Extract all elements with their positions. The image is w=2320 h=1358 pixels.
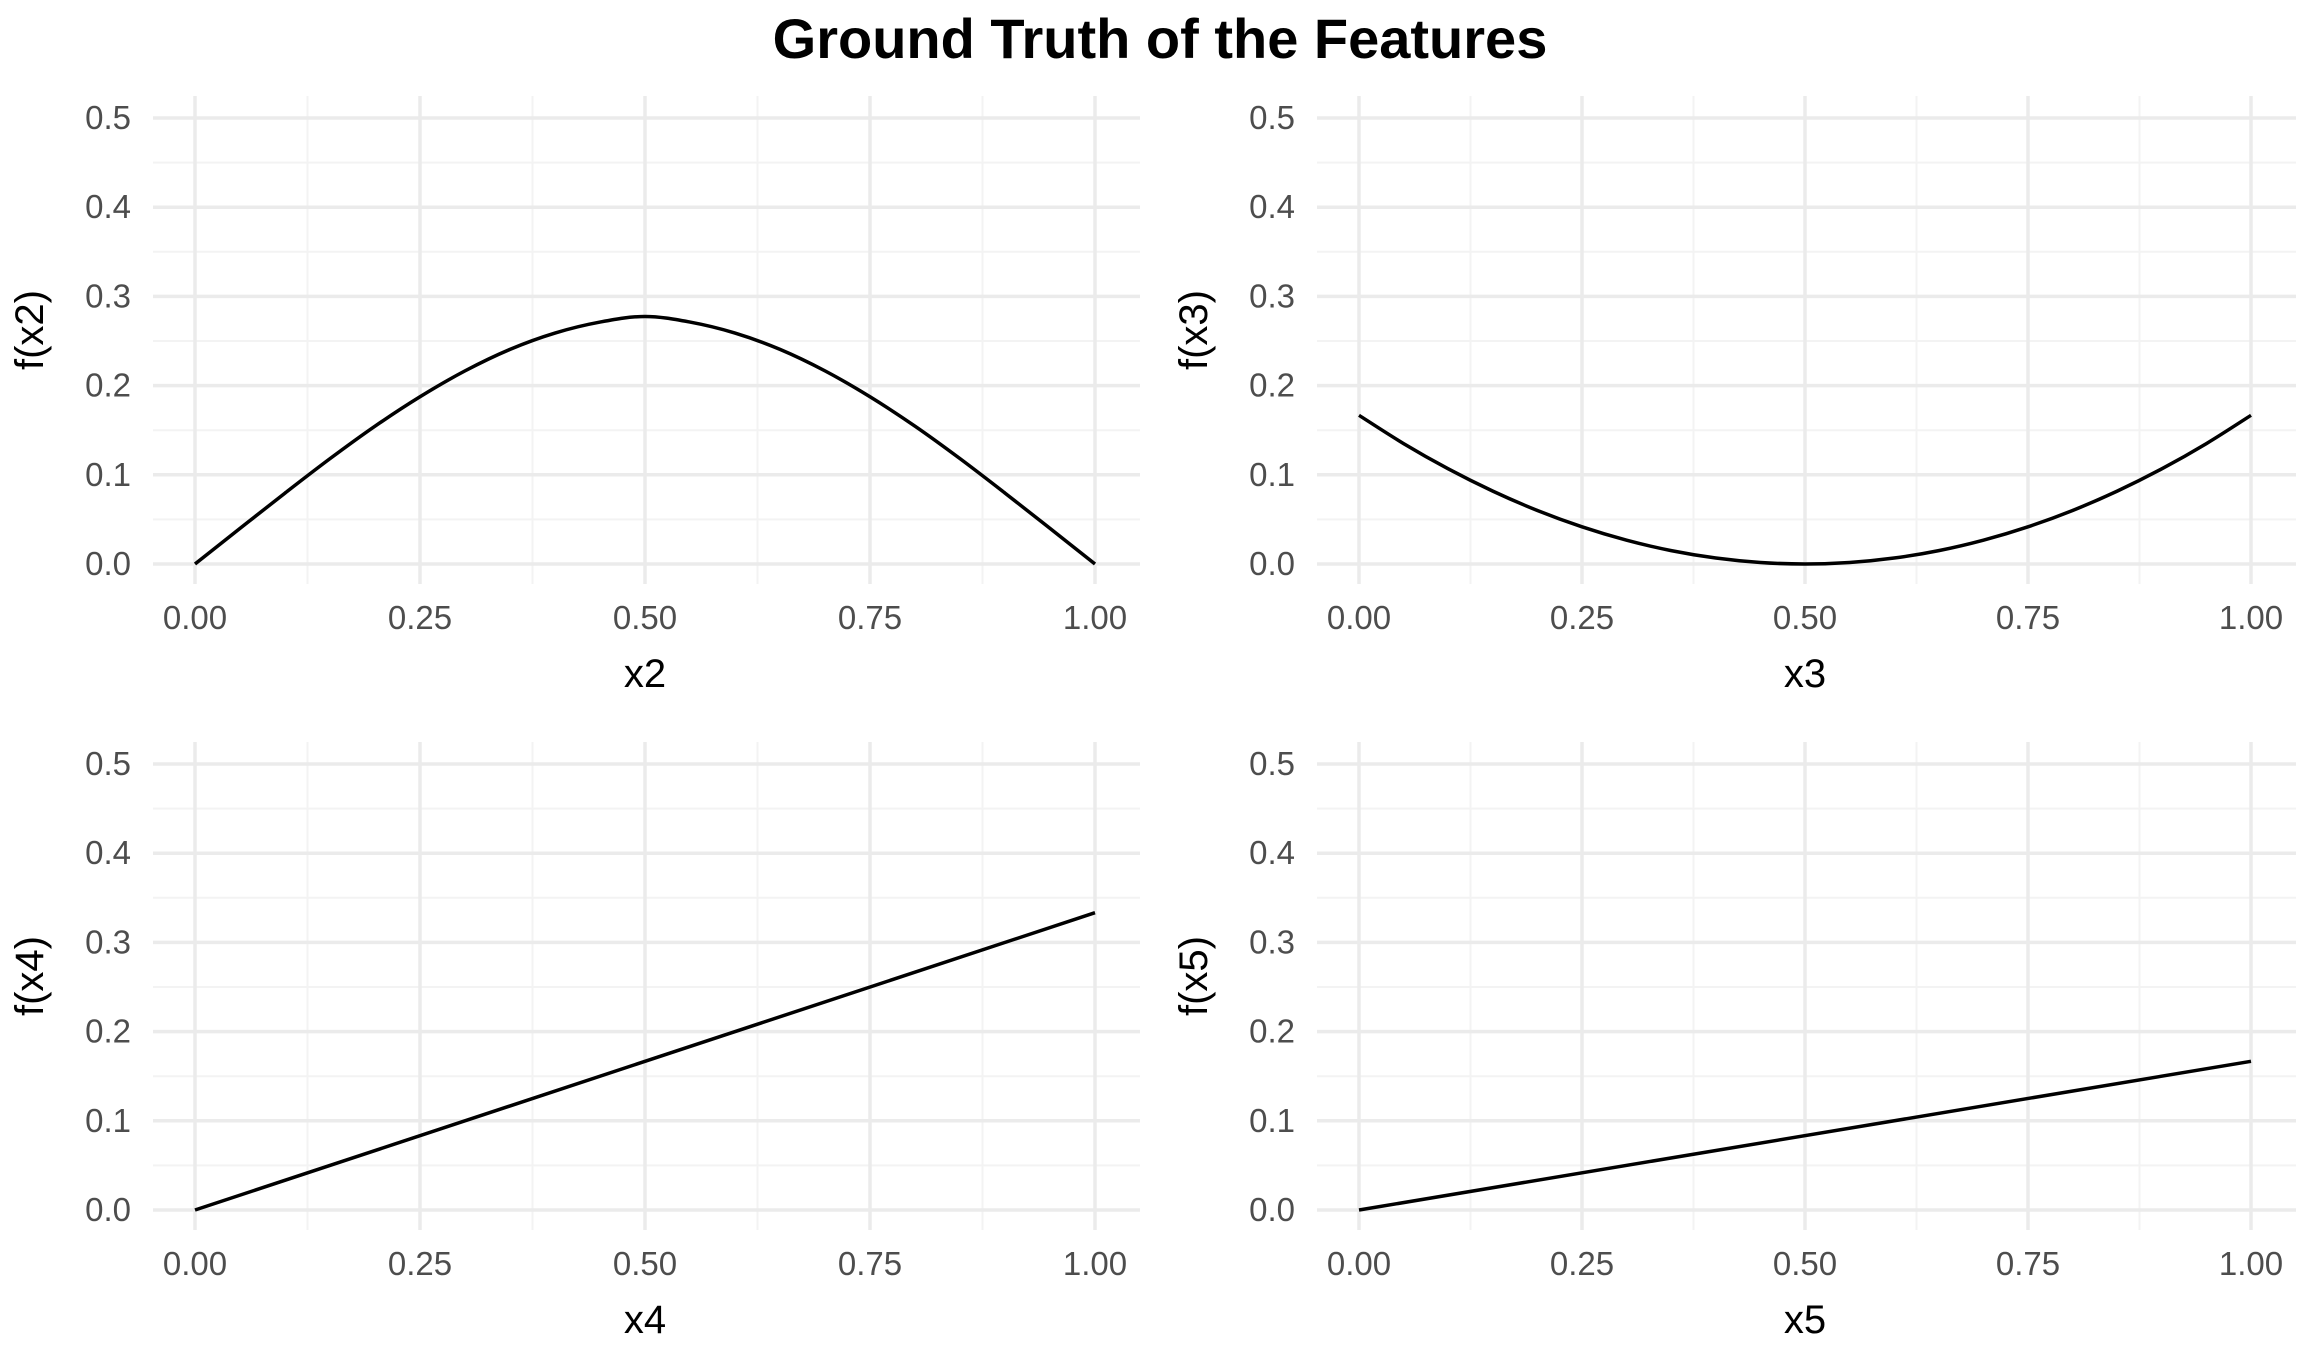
- y-tick-label: 0.0: [85, 545, 131, 582]
- x-axis-title: x2: [624, 652, 666, 696]
- chart-title: Ground Truth of the Features: [772, 7, 1548, 70]
- y-tick-label: 0.0: [1249, 545, 1295, 582]
- x-tick-label: 0.25: [388, 1245, 452, 1282]
- y-axis-title: f(x4): [8, 936, 52, 1016]
- y-tick-label: 0.5: [1249, 99, 1295, 136]
- panel-x4: 0.00 0.25 0.50 0.75 1.00 0.0 0.1 0.2 0.3 0.4 0.5 x4…: [8, 742, 1140, 1342]
- x-tick-label: 0.50: [1773, 1245, 1837, 1282]
- x-tick-label: 0.00: [163, 599, 227, 636]
- x-tick-label: 0.75: [838, 1245, 902, 1282]
- x-tick-label: 0.00: [1327, 599, 1391, 636]
- y-tick-label: 0.1: [1249, 456, 1295, 493]
- x-tick-label: 1.00: [1063, 1245, 1127, 1282]
- y-tick-label: 0.3: [85, 923, 131, 960]
- y-axis-title: f(x2): [8, 290, 52, 370]
- y-tick-label: 0.4: [85, 834, 131, 871]
- x-tick-label: 1.00: [2219, 1245, 2283, 1282]
- x-tick-label: 0.25: [388, 599, 452, 636]
- panel-x2: 0.00 0.25 0.50 0.75 1.00 0.0 0.1 0.2 0.3 0.4 0.5 x2…: [8, 96, 1140, 696]
- y-axis-title: f(x5): [1172, 936, 1216, 1016]
- y-tick-label: 0.5: [1249, 745, 1295, 782]
- panel-x5: 0.00 0.25 0.50 0.75 1.00 0.0 0.1 0.2 0.3 0.4 0.5 x5…: [1172, 742, 2296, 1342]
- y-tick-label: 0.3: [1249, 277, 1295, 314]
- series-line: [1358, 1059, 2252, 1212]
- x-tick-label: 1.00: [1063, 599, 1127, 636]
- series-line: [1358, 413, 2252, 566]
- y-tick-label: 0.4: [1249, 188, 1295, 225]
- x-tick-label: 0.50: [613, 1245, 677, 1282]
- x-tick-label: 0.75: [1996, 599, 2060, 636]
- x-tick-label: 1.00: [2219, 599, 2283, 636]
- y-tick-label: 0.2: [1249, 367, 1295, 404]
- x-axis-title: x5: [1784, 1298, 1826, 1342]
- y-tick-label: 0.1: [85, 456, 131, 493]
- y-tick-label: 0.5: [85, 99, 131, 136]
- x-tick-label: 0.25: [1550, 1245, 1614, 1282]
- x-tick-label: 0.25: [1550, 599, 1614, 636]
- series-line: [193, 314, 1097, 566]
- y-tick-label: 0.0: [1249, 1191, 1295, 1228]
- y-axis-title: f(x3): [1172, 290, 1216, 370]
- y-tick-label: 0.2: [1249, 1013, 1295, 1050]
- y-tick-label: 0.0: [85, 1191, 131, 1228]
- x-tick-label: 0.75: [1996, 1245, 2060, 1282]
- series-line: [194, 911, 1096, 1212]
- y-tick-label: 0.4: [85, 188, 131, 225]
- y-tick-label: 0.3: [1249, 923, 1295, 960]
- x-tick-label: 0.50: [1773, 599, 1837, 636]
- y-tick-label: 0.1: [1249, 1102, 1295, 1139]
- panel-x3: 0.00 0.25 0.50 0.75 1.00 0.0 0.1 0.2 0.3 0.4 0.5 x3…: [1172, 96, 2296, 696]
- x-tick-label: 0.75: [838, 599, 902, 636]
- y-tick-label: 0.4: [1249, 834, 1295, 871]
- y-tick-label: 0.2: [85, 1013, 131, 1050]
- y-tick-label: 0.1: [85, 1102, 131, 1139]
- x-tick-label: 0.50: [613, 599, 677, 636]
- x-tick-label: 0.00: [163, 1245, 227, 1282]
- x-axis-title: x3: [1784, 652, 1826, 696]
- y-tick-label: 0.2: [85, 367, 131, 404]
- y-tick-label: 0.3: [85, 277, 131, 314]
- y-tick-label: 0.5: [85, 745, 131, 782]
- x-tick-label: 0.00: [1327, 1245, 1391, 1282]
- x-axis-title: x4: [624, 1298, 666, 1342]
